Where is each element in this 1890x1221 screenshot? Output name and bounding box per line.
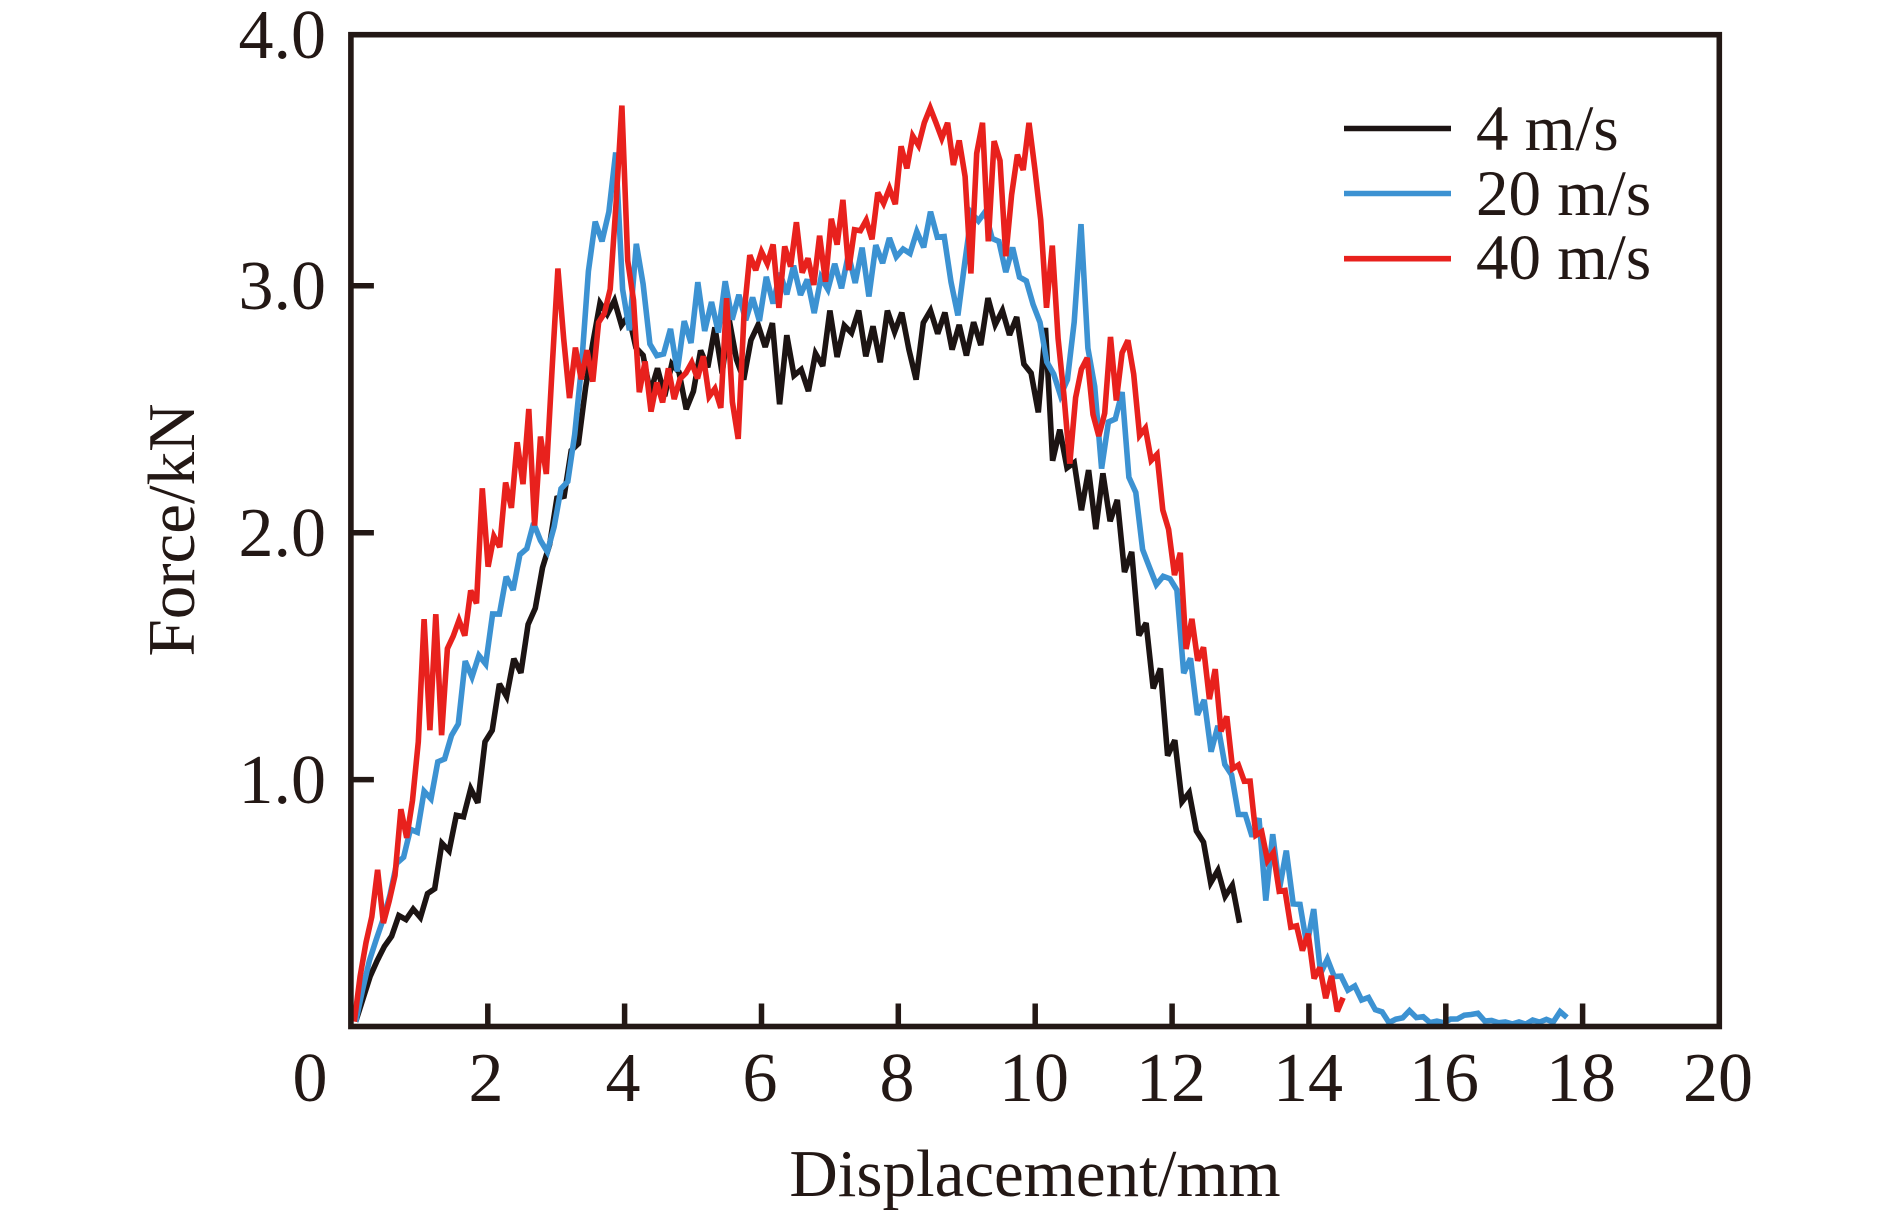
svg-text:Force/kN: Force/kN [135, 403, 209, 656]
svg-text:1.0: 1.0 [239, 742, 327, 819]
svg-text:40 m/s: 40 m/s [1476, 222, 1651, 294]
svg-text:20 m/s: 20 m/s [1476, 158, 1651, 230]
svg-text:4.0: 4.0 [239, 0, 327, 74]
svg-text:18: 18 [1546, 1040, 1616, 1117]
svg-text:16: 16 [1409, 1040, 1479, 1117]
svg-text:12: 12 [1136, 1040, 1206, 1117]
svg-text:10: 10 [999, 1040, 1069, 1117]
svg-text:Displacement/mm: Displacement/mm [789, 1137, 1280, 1211]
svg-text:2.0: 2.0 [239, 495, 327, 572]
svg-text:8: 8 [880, 1040, 915, 1117]
svg-text:4 m/s: 4 m/s [1476, 93, 1619, 165]
svg-text:14: 14 [1273, 1040, 1343, 1117]
svg-text:4: 4 [606, 1040, 641, 1117]
svg-text:0: 0 [293, 1040, 328, 1117]
svg-text:20: 20 [1683, 1040, 1753, 1117]
svg-text:3.0: 3.0 [239, 248, 327, 325]
svg-text:2: 2 [469, 1040, 504, 1117]
svg-text:6: 6 [743, 1040, 778, 1117]
